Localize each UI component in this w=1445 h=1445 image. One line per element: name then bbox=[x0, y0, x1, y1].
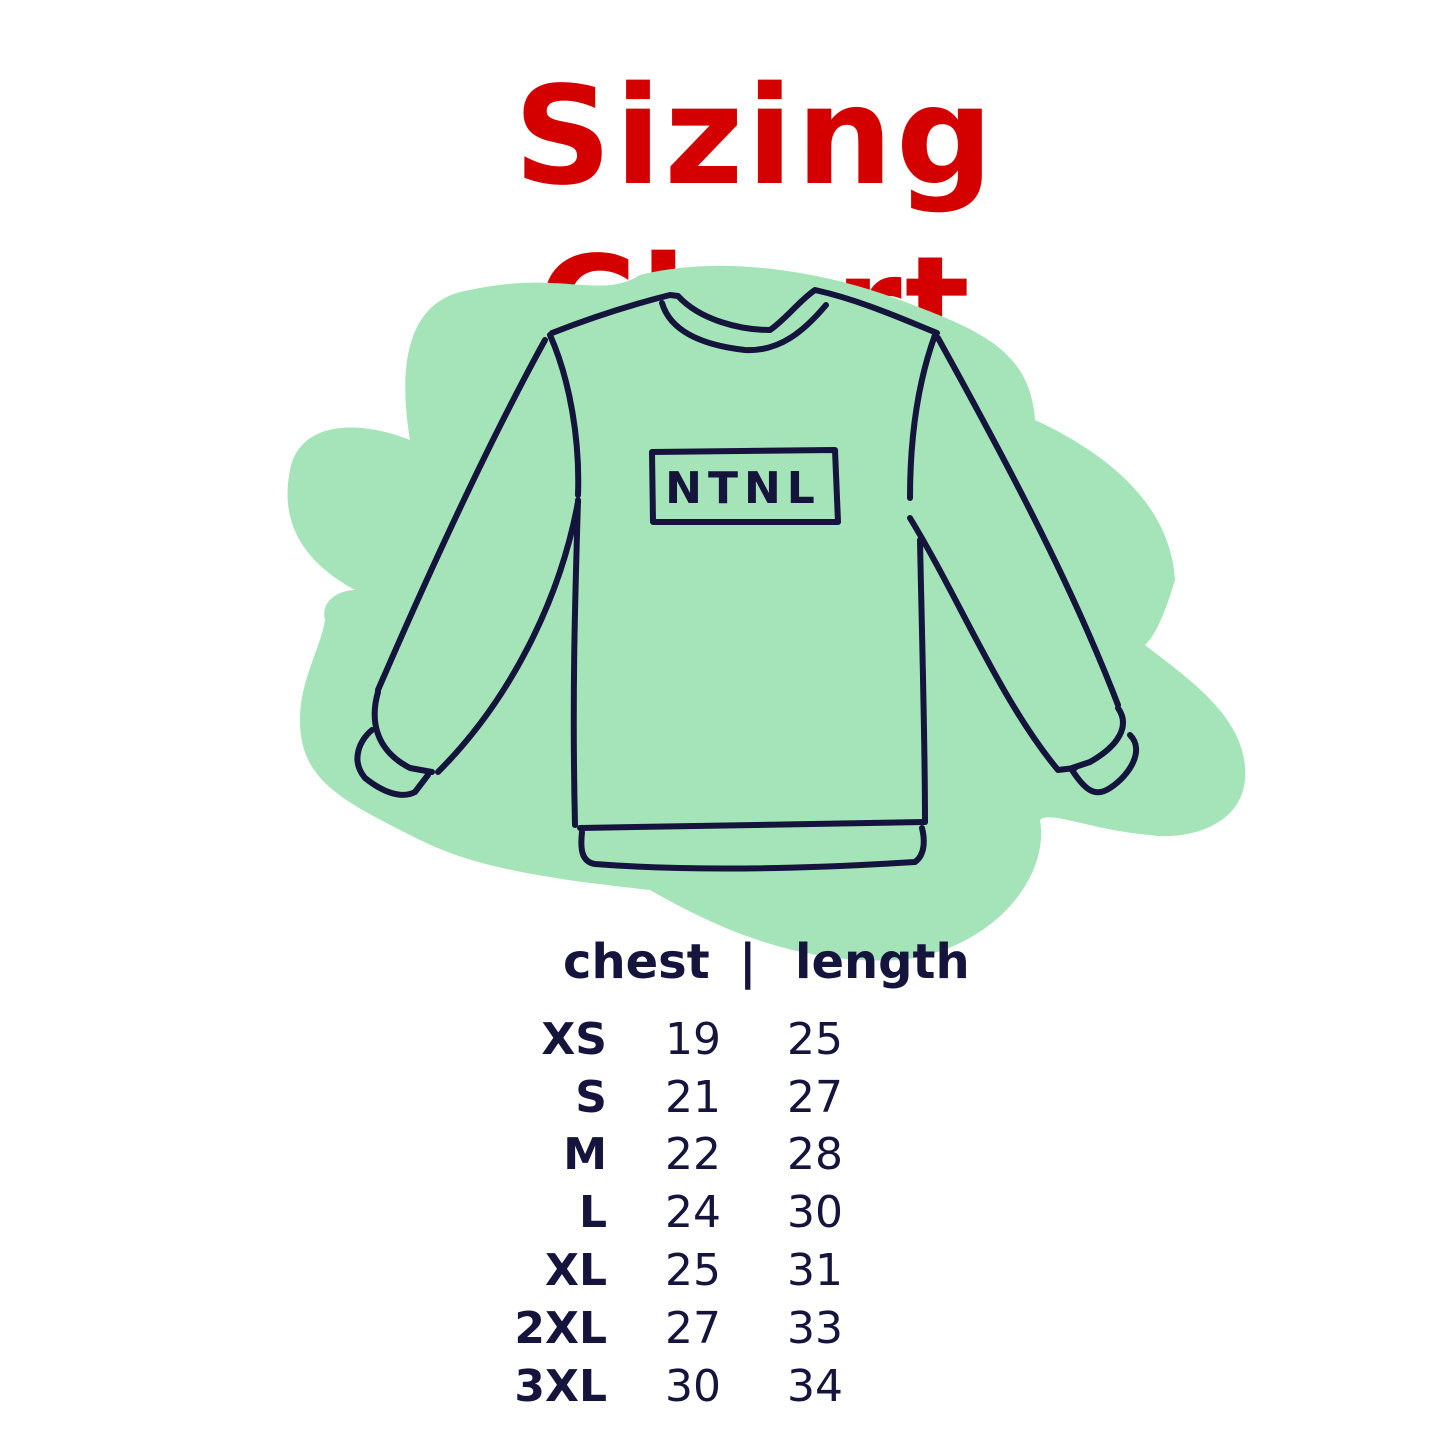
table-row: M 22 28 bbox=[0, 1126, 1445, 1184]
green-blob-background bbox=[287, 265, 1246, 961]
logo-box bbox=[649, 447, 841, 525]
size-label: 3XL bbox=[514, 1361, 607, 1412]
size-label: S bbox=[575, 1072, 607, 1123]
size-label: M bbox=[563, 1129, 607, 1180]
size-label: XL bbox=[545, 1245, 607, 1296]
table-row: 2XL 27 33 bbox=[0, 1300, 1445, 1358]
table-row: 3XL 30 34 bbox=[0, 1358, 1445, 1416]
chest-value: 30 bbox=[665, 1361, 721, 1412]
length-value: 28 bbox=[787, 1129, 843, 1180]
chest-value: 19 bbox=[665, 1014, 721, 1065]
chest-value: 24 bbox=[665, 1187, 721, 1238]
length-value: 25 bbox=[787, 1014, 843, 1065]
table-row: XL 25 31 bbox=[0, 1242, 1445, 1300]
header-separator: | bbox=[739, 934, 757, 990]
logo-text: NTNL bbox=[665, 463, 821, 514]
length-value: 31 bbox=[787, 1245, 843, 1296]
length-value: 33 bbox=[787, 1303, 843, 1354]
length-value: 34 bbox=[787, 1361, 843, 1412]
table-row: S 21 27 bbox=[0, 1069, 1445, 1127]
size-label: XS bbox=[541, 1014, 607, 1065]
chest-value: 21 bbox=[665, 1072, 721, 1123]
sweater-outline bbox=[354, 287, 1139, 872]
length-value: 27 bbox=[787, 1072, 843, 1123]
length-value: 30 bbox=[787, 1187, 843, 1238]
chest-value: 25 bbox=[665, 1245, 721, 1296]
table-row: XS 19 25 bbox=[0, 1011, 1445, 1069]
chest-value: 22 bbox=[665, 1129, 721, 1180]
size-label: 2XL bbox=[514, 1303, 607, 1354]
table-row: L 24 30 bbox=[0, 1184, 1445, 1242]
length-header: length bbox=[795, 934, 970, 990]
chest-value: 27 bbox=[665, 1303, 721, 1354]
chest-header: chest bbox=[563, 934, 710, 990]
size-label: L bbox=[578, 1187, 607, 1238]
